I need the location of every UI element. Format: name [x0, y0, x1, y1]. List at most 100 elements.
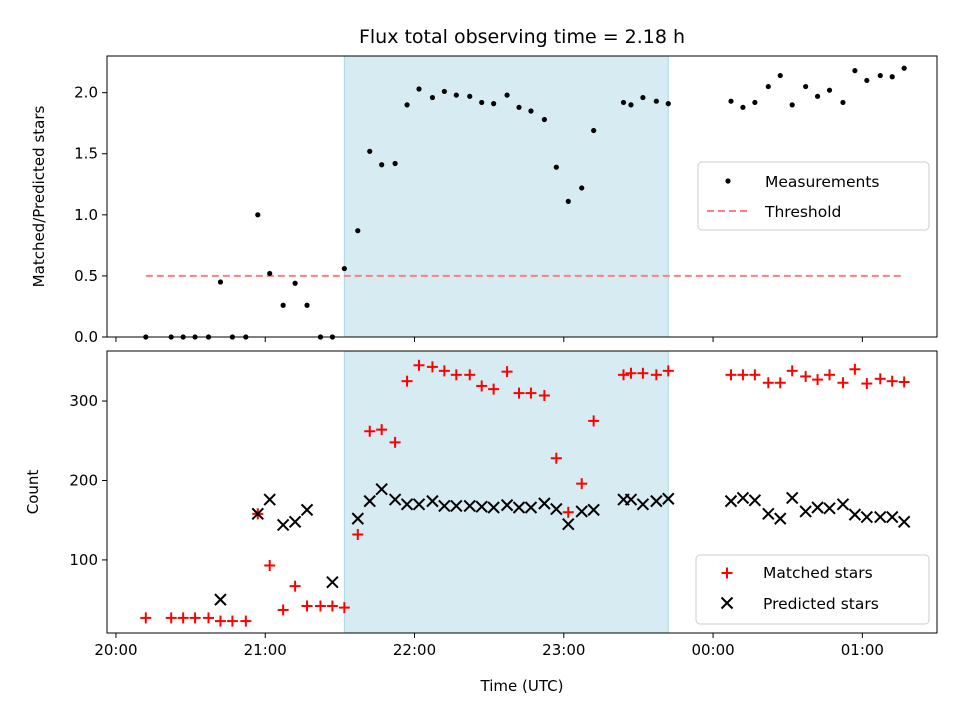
measurement-point: [579, 185, 585, 191]
predicted-point: [575, 505, 588, 518]
predicted-point: [562, 517, 575, 531]
matched-point: [824, 369, 836, 381]
legend-predicted-marker: [720, 596, 734, 610]
legend-threshold-label: Threshold: [764, 203, 841, 221]
matched-point: [301, 600, 313, 612]
predicted-point: [636, 498, 650, 511]
predicted-point: [400, 498, 414, 511]
predicted-point: [624, 493, 638, 506]
top-y-tick-label: 2.0: [74, 84, 98, 102]
predicted-point-b: [848, 508, 862, 521]
measurement-point: [789, 102, 795, 108]
predicted-point-b: [512, 501, 526, 514]
predicted-point-b: [636, 498, 650, 511]
matched-point: [625, 367, 637, 379]
predicted-point: [860, 510, 874, 524]
predicted-point-b: [736, 491, 750, 505]
predicted-point: [450, 499, 463, 513]
matched-point: [189, 612, 201, 624]
predicted-point-b: [897, 515, 911, 528]
legend-measurement-marker: [725, 178, 731, 184]
matched-point: [326, 600, 338, 612]
predicted-point: [288, 515, 302, 528]
predicted-point-b: [650, 494, 663, 508]
predicted-point-b: [836, 498, 850, 511]
measurement-point: [777, 72, 783, 79]
matched-point: [203, 612, 215, 624]
measurement-point: [803, 83, 809, 90]
bottom-x-tick-label: 22:00: [393, 641, 436, 659]
matched-point: [413, 359, 425, 371]
predicted-point-b: [400, 498, 414, 511]
predicted-point: [426, 494, 439, 508]
bottom-x-tick-label: 23:00: [542, 641, 585, 659]
matched-point: [725, 369, 737, 381]
predicted-point: [276, 518, 290, 532]
top-highlight-span: [343, 55, 669, 338]
matched-point: [376, 424, 388, 436]
predicted-point-b: [587, 503, 600, 517]
measurement-point: [416, 86, 422, 92]
predicted-point-b: [860, 510, 874, 524]
predicted-point: [487, 501, 500, 514]
measurement-point: [280, 302, 286, 308]
matched-point: [812, 374, 824, 386]
legend-measurements-label: Measurements: [765, 173, 880, 191]
predicted-point: [848, 508, 862, 521]
top-axes-frame: [106, 55, 938, 338]
legend-cross-b: [720, 596, 734, 610]
predicted-point-b: [823, 502, 836, 515]
predicted-point-b: [363, 494, 376, 508]
top-y-tick-label: 0.0: [74, 328, 98, 346]
matched-point: [364, 425, 376, 437]
measurement-point: [429, 94, 436, 101]
bottom-x-tick-label: 21:00: [244, 641, 287, 659]
measurement-point: [591, 127, 597, 134]
measurement-point: [341, 265, 347, 272]
predicted-point: [774, 512, 787, 525]
predicted-point: [300, 503, 314, 517]
matched-point: [352, 528, 364, 540]
predicted-point-b: [785, 491, 799, 505]
measurement-point: [541, 116, 547, 123]
predicted-point: [375, 483, 388, 496]
predicted-point-b: [874, 510, 887, 524]
predicted-point-b: [251, 507, 264, 521]
top-legend-box: [697, 161, 930, 231]
predicted-point: [748, 494, 762, 507]
matched-point: [898, 376, 910, 388]
matched-point: [450, 369, 462, 381]
bottom-y-tick-label: 100: [69, 551, 98, 569]
bottom-axes-frame: [106, 350, 938, 634]
predicted-point: [412, 498, 426, 511]
predicted-point: [251, 507, 264, 521]
predicted-point-b: [624, 493, 638, 506]
measurement-point: [728, 98, 734, 104]
bottom-y-tick-label: 300: [69, 392, 98, 410]
matched-point: [837, 377, 849, 389]
legend-matched-marker: [721, 567, 733, 579]
measurement-point: [665, 101, 671, 107]
matched-point: [800, 370, 812, 382]
predicted-point-b: [475, 500, 488, 513]
predicted-point-b: [524, 501, 538, 514]
matched-point: [226, 615, 238, 627]
measurement-point: [889, 74, 895, 80]
predicted-point: [500, 498, 514, 512]
measurement-point: [453, 92, 459, 98]
bottom-panel: 20:00 21:00 22:00 23:00 00:00 01:00100200300 …: [24, 350, 938, 695]
matched-point: [650, 369, 662, 381]
measurement-point: [292, 280, 298, 286]
matched-point: [214, 615, 226, 627]
matched-point: [264, 559, 276, 571]
matched-point: [588, 415, 600, 427]
matched-point: [562, 506, 574, 518]
predicted-point-b: [375, 483, 388, 496]
measurement-point: [355, 228, 361, 234]
matched-point: [550, 452, 562, 464]
measurement-point: [553, 164, 559, 170]
predicted-point: [587, 503, 600, 517]
predicted-point-b: [388, 493, 402, 506]
bottom-ticks: 20:00 21:00 22:00 23:00 00:00 01:00 100 200 300: [69, 392, 884, 659]
